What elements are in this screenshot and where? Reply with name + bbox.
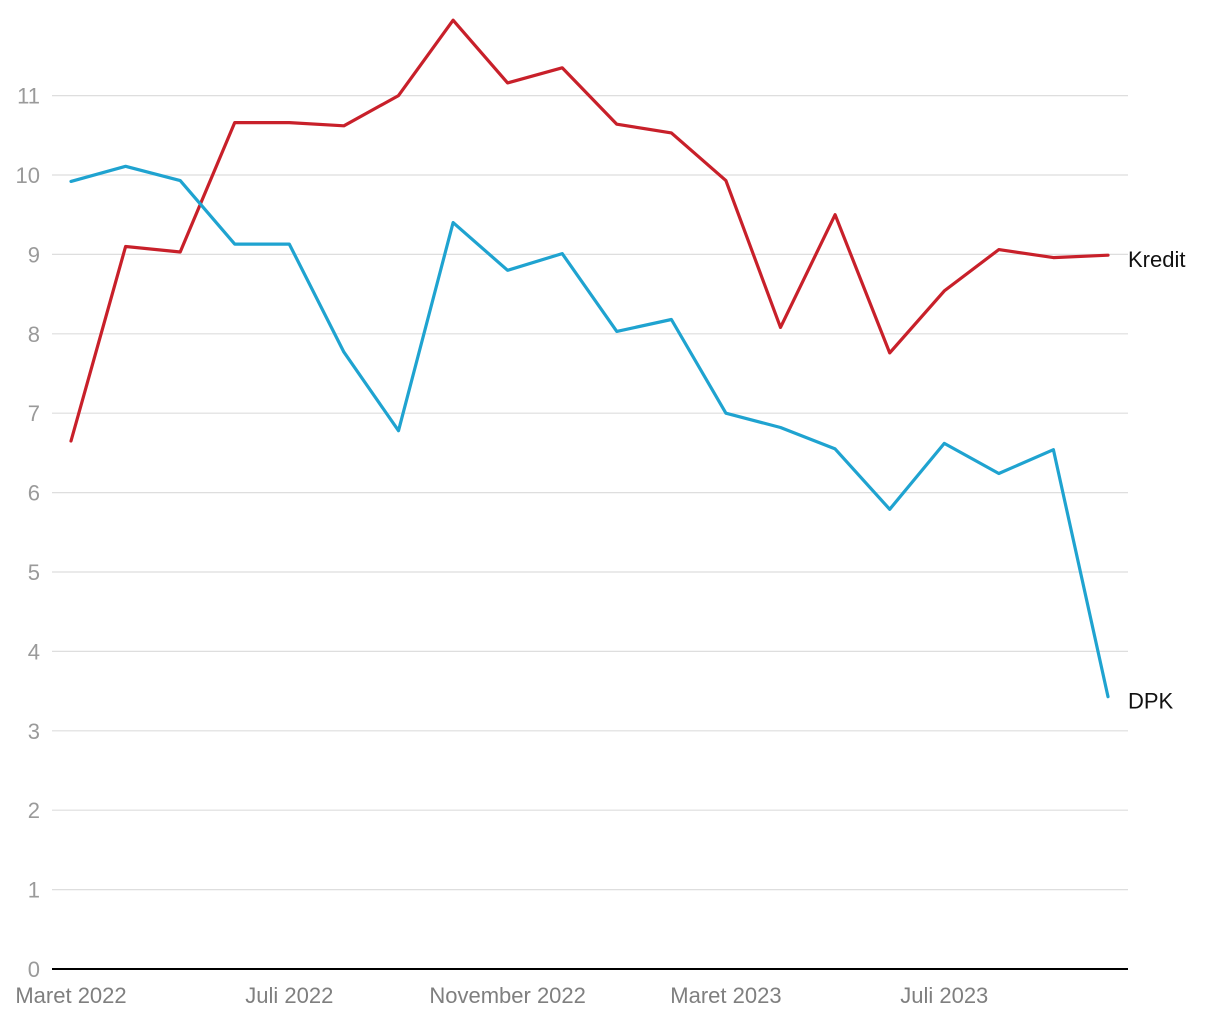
y-tick-label: 3 xyxy=(28,719,40,744)
series-label-kredit: Kredit xyxy=(1128,247,1185,272)
series-lines xyxy=(69,18,1110,699)
y-tick-label: 10 xyxy=(16,163,40,188)
y-tick-label: 11 xyxy=(17,84,40,109)
y-tick-label: 0 xyxy=(28,957,40,982)
series-end-labels: Kredit DPK xyxy=(1128,247,1185,713)
y-tick-label: 1 xyxy=(28,878,40,903)
series-label-dpk: DPK xyxy=(1128,689,1174,714)
gridlines xyxy=(52,94,1128,891)
x-tick-label: Juli 2023 xyxy=(900,983,988,1008)
x-tick-label: Juli 2022 xyxy=(245,983,333,1008)
series-line-kredit xyxy=(69,18,1110,443)
x-tick-label: Maret 2022 xyxy=(15,983,126,1008)
y-tick-label: 7 xyxy=(28,401,40,426)
y-axis-tick-labels: 0 1 2 3 4 5 6 7 8 9 10 11 xyxy=(16,84,40,982)
x-tick-label: Maret 2023 xyxy=(670,983,781,1008)
y-tick-label: 6 xyxy=(28,481,40,506)
y-tick-label: 2 xyxy=(28,798,40,823)
y-tick-label: 5 xyxy=(28,560,40,585)
x-tick-label: November 2022 xyxy=(429,983,586,1008)
series-line-dpk xyxy=(69,164,1110,699)
y-tick-label: 8 xyxy=(28,322,40,347)
y-tick-label: 4 xyxy=(28,639,40,664)
y-tick-label: 9 xyxy=(28,242,40,267)
x-axis-tick-labels: Maret 2022 Juli 2022 November 2022 Maret 20… xyxy=(15,983,988,1008)
